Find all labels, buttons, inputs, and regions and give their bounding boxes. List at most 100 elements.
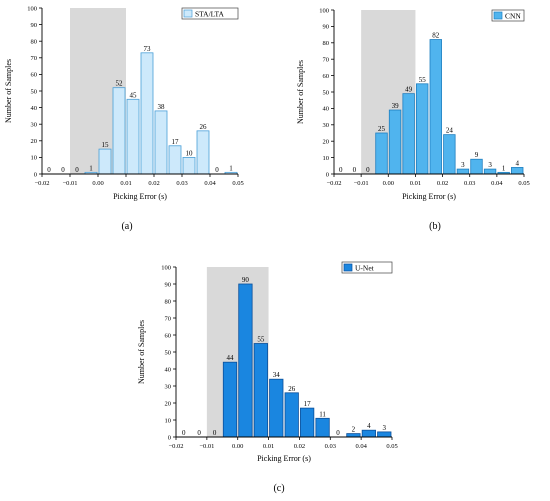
histogram-bar [269, 378, 284, 438]
y-tick-label: 0 [34, 171, 37, 178]
y-tick-label: 10 [31, 155, 38, 162]
histogram-bar [140, 52, 154, 175]
legend-swatch [493, 11, 503, 20]
legend-box [341, 261, 393, 274]
histogram-bar [429, 39, 442, 175]
bar-value-label: 9 [475, 151, 479, 159]
bar-value-label: 55 [419, 76, 427, 84]
histogram-bar [361, 429, 376, 438]
y-tick-label: 90 [165, 281, 172, 288]
x-axis-title: Picking Error (s) [257, 454, 311, 463]
bar-value-label: 0 [366, 166, 370, 174]
y-tick-label: 30 [31, 122, 38, 129]
y-tick-label: 90 [323, 24, 330, 31]
bar-value-label: 4 [367, 422, 371, 430]
x-tick-label: 0.02 [294, 443, 305, 450]
bar-value-label: 1 [229, 164, 233, 172]
x-tick-label: 0.01 [120, 180, 131, 187]
legend-label: STA/LTA [195, 10, 225, 19]
y-tick-label: 40 [165, 366, 172, 373]
histogram-bar [456, 168, 470, 175]
y-tick-label: 50 [323, 89, 330, 96]
bar-value-label: 3 [383, 424, 387, 432]
y-axis-title: Number of Samples [296, 60, 305, 124]
panel-label: (c) [273, 483, 284, 494]
y-tick-label: 80 [31, 39, 38, 46]
y-tick-label: 30 [165, 383, 172, 390]
y-tick-label: 70 [323, 57, 330, 64]
legend-swatch [183, 9, 193, 18]
histogram-bar [416, 83, 429, 175]
x-tick-label: 0.05 [386, 443, 397, 450]
y-tick-label: 60 [165, 332, 172, 339]
y-tick-label: 60 [31, 72, 38, 79]
histogram-bar [377, 431, 392, 438]
x-tick-label: 0.04 [204, 180, 216, 187]
x-tick-label: −0.02 [34, 180, 49, 187]
y-tick-label: 80 [165, 298, 172, 305]
x-tick-label: 0.00 [232, 443, 243, 450]
x-tick-label: 0.01 [263, 443, 274, 450]
legend-box [181, 7, 239, 20]
bar-value-label: 26 [200, 123, 208, 131]
y-tick-label: 50 [165, 349, 172, 356]
bar-value-label: 15 [102, 141, 110, 149]
y-tick-label: 20 [323, 139, 330, 146]
bar-value-label: 24 [446, 127, 454, 135]
x-tick-label: 0.01 [410, 180, 421, 187]
histogram-bar [470, 158, 483, 175]
bar-value-label: 55 [257, 336, 265, 344]
bar-value-label: 1 [89, 164, 93, 172]
histogram-bar [483, 168, 497, 175]
histogram-bar [196, 130, 210, 175]
x-tick-label: 0.04 [355, 443, 367, 450]
histogram-bar [375, 132, 388, 175]
histogram-bar [284, 392, 299, 438]
panel-label: (a) [121, 221, 132, 232]
bar-value-label: 44 [227, 354, 235, 362]
legend-label: U-Net [355, 264, 375, 273]
bar-value-label: 90 [242, 276, 250, 284]
x-tick-label: −0.01 [199, 443, 214, 450]
bar-value-label: 0 [182, 429, 186, 437]
legend-swatch [343, 263, 353, 272]
bar-value-label: 26 [288, 385, 296, 393]
bar-value-label: 25 [378, 125, 386, 133]
x-tick-label: −0.01 [354, 180, 369, 187]
y-tick-label: 100 [319, 7, 329, 14]
x-tick-label: 0.04 [491, 180, 503, 187]
y-tick-label: 60 [323, 73, 330, 80]
bar-value-label: 0 [215, 166, 219, 174]
x-tick-label: 0.03 [464, 180, 475, 187]
histogram-bar [402, 93, 415, 175]
legend-box [491, 9, 525, 22]
x-tick-label: 0.05 [232, 180, 243, 187]
bar-value-label: 0 [61, 166, 65, 174]
bar-value-label: 0 [197, 429, 201, 437]
panel-label: (b) [429, 221, 441, 232]
x-tick-label: 0.05 [518, 180, 529, 187]
bar-value-label: 1 [502, 164, 506, 172]
bar-value-label: 0 [353, 166, 357, 174]
bar-value-label: 0 [336, 429, 340, 437]
bar-value-label: 17 [172, 138, 180, 146]
x-tick-label: 0.03 [325, 443, 336, 450]
x-tick-label: −0.02 [326, 180, 341, 187]
histogram-bar [388, 109, 402, 175]
x-tick-label: −0.02 [168, 443, 183, 450]
bar-value-label: 82 [432, 32, 440, 40]
x-tick-label: −0.01 [62, 180, 77, 187]
y-axis-title: Number of Samples [4, 59, 13, 123]
y-tick-label: 100 [161, 264, 171, 271]
histogram-bar [98, 148, 112, 175]
bar-value-label: 10 [186, 149, 194, 157]
bar-value-label: 49 [405, 86, 413, 94]
y-tick-label: 0 [326, 171, 329, 178]
y-tick-label: 10 [323, 155, 330, 162]
bar-value-label: 11 [319, 410, 326, 418]
y-axis-title: Number of Samples [137, 320, 146, 384]
bar-value-label: 52 [116, 80, 124, 88]
